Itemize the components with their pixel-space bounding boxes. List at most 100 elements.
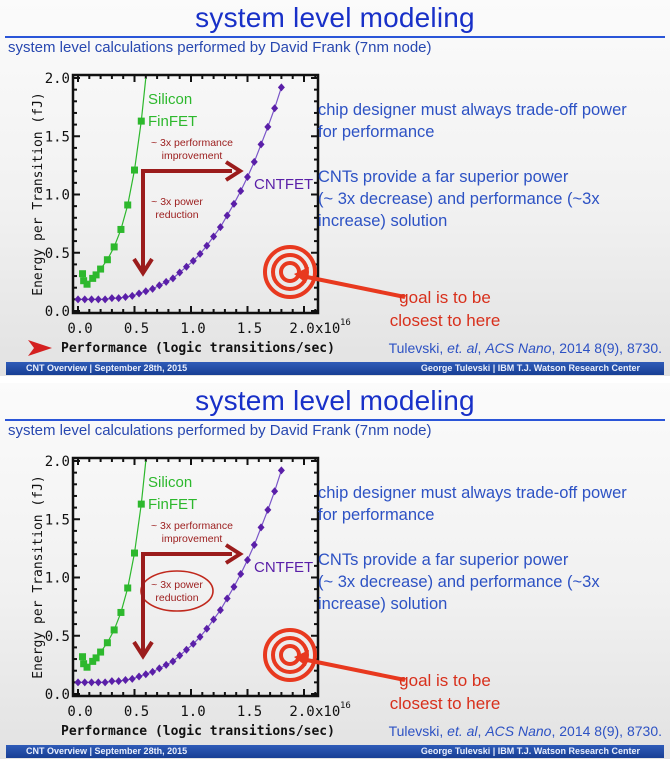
body-line: chip designer must always trade-off powe… xyxy=(318,484,627,502)
y-tick-label: 1.0 xyxy=(45,188,70,204)
cntfet-point xyxy=(182,262,190,271)
target-icon xyxy=(263,628,317,682)
y-tick-label: 0.0 xyxy=(45,687,70,703)
finfet-point xyxy=(137,500,145,508)
x-tick-label: 1.5 xyxy=(237,704,262,720)
finfet-point xyxy=(92,654,100,662)
finfet-line xyxy=(81,460,147,669)
y-axis-label: Energy per Transition (fJ) xyxy=(31,92,46,296)
x-tick-label: 1.5 xyxy=(237,321,262,337)
citation-etal: et. al xyxy=(447,723,478,739)
y-tick-label: 2.0 xyxy=(45,454,70,470)
x-axis-label: Performance (logic transitions/sec) xyxy=(61,341,335,356)
power-annotation: reduction xyxy=(155,209,198,221)
slide-subtitle: system level calculations performed by D… xyxy=(8,422,432,439)
x-tick-label: 2.0 xyxy=(289,704,314,720)
finfet-point xyxy=(92,271,100,279)
improvement-arrows xyxy=(141,169,232,272)
arrow-down-icon xyxy=(132,640,154,660)
arrow-right-icon xyxy=(224,160,244,182)
citation-authors: Tulevski, xyxy=(388,723,448,739)
cntfet-point xyxy=(237,570,245,579)
cntfet-point xyxy=(189,639,197,648)
citation-journal: ACS Nano xyxy=(485,340,552,356)
x-tick-label: 1.0 xyxy=(180,704,205,720)
perf-annotation: improvement xyxy=(162,150,223,162)
cntfet-point xyxy=(88,678,96,687)
goal-arrowhead-icon xyxy=(294,267,309,283)
goal-arrow xyxy=(301,274,406,299)
cntfet-point xyxy=(216,223,224,232)
body-line: increase) solution xyxy=(318,212,448,230)
slide: system level modeling system level calcu… xyxy=(0,0,670,376)
power-annotation: reduction xyxy=(155,592,198,604)
body-line: (~ 3x decrease) and performance (~3x xyxy=(318,190,600,208)
cntfet-point xyxy=(223,594,231,603)
cntfet-point xyxy=(101,678,109,687)
cntfet-point xyxy=(230,199,238,208)
x-tick-label: 0.5 xyxy=(124,321,149,337)
power-annotation: ~ 3x power xyxy=(151,579,203,591)
finfet-point xyxy=(117,608,125,616)
x-exponent: 16 xyxy=(340,701,351,711)
cntfet-point xyxy=(101,295,109,304)
cntfet-point xyxy=(237,187,245,196)
goal-line: closest to here xyxy=(389,311,501,330)
citation: Tulevski, et. al, ACS Nano, 2014 8(9), 8… xyxy=(389,340,662,356)
y-axis-label: Energy per Transition (fJ) xyxy=(31,475,46,679)
cntfet-point xyxy=(250,540,258,549)
cntfet-point xyxy=(169,657,177,666)
cntfet-point xyxy=(223,211,231,220)
finfet-point xyxy=(103,639,111,647)
title-divider xyxy=(5,36,665,38)
slide-subtitle: system level calculations performed by D… xyxy=(8,39,432,56)
cntfet-point xyxy=(230,582,238,591)
x-exponent: 16 xyxy=(340,318,351,328)
goal-line: closest to here xyxy=(389,694,501,713)
cntfet-point xyxy=(176,651,184,660)
cntfet-point xyxy=(108,677,116,686)
finfet-point xyxy=(137,117,145,125)
goal-caption: goal is to be closest to here xyxy=(380,286,510,332)
cntfet-point xyxy=(257,523,265,532)
slide-title: system level modeling xyxy=(195,2,475,33)
citation: Tulevski, et. al, ACS Nano, 2014 8(9), 8… xyxy=(389,723,662,739)
x-multiplier: x10 xyxy=(315,704,340,720)
finfet-point xyxy=(83,663,91,671)
cntfet-point xyxy=(244,556,251,565)
goal-arrow xyxy=(301,657,406,682)
cntfet-point xyxy=(250,157,258,166)
cntfet-point xyxy=(81,295,89,304)
arrow-down-icon xyxy=(132,257,154,277)
finfet-label: Silicon xyxy=(148,474,192,491)
finfet-point xyxy=(79,653,87,661)
body-line: (~ 3x decrease) and performance (~3x xyxy=(318,573,600,591)
cntfet-point xyxy=(162,277,170,286)
body-line: CNTs provide a far superior power xyxy=(318,168,569,186)
cntfet-point xyxy=(271,487,279,496)
goal-caption: goal is to be closest to here xyxy=(380,669,510,715)
cntfet-point xyxy=(94,678,102,687)
cntfet-label: CNTFET xyxy=(254,559,313,576)
y-tick-label: 0.5 xyxy=(45,246,70,262)
chart: 0.0 0.5 1.0 1.5 2.0 x10 160.00.51.01.52.0Energ… xyxy=(28,71,406,356)
cntfet-point xyxy=(210,615,218,624)
finfet-point xyxy=(97,265,105,273)
cntfet-point xyxy=(128,291,136,300)
cntfet-point xyxy=(216,606,224,615)
improvement-arrows xyxy=(141,552,232,655)
cntfet-point xyxy=(155,281,163,290)
goal-arrowhead-icon xyxy=(294,650,309,666)
cntfet-point xyxy=(277,466,285,475)
cntfet-point xyxy=(128,674,136,683)
cntfet-point xyxy=(257,140,265,149)
cntfet-point xyxy=(121,293,129,302)
cntfet-point xyxy=(162,660,170,669)
cntfet-point xyxy=(182,645,190,654)
finfet-label: Silicon xyxy=(148,91,192,108)
finfet-point xyxy=(124,201,132,209)
cntfet-point xyxy=(142,670,150,679)
body-line: for performance xyxy=(318,506,435,524)
x-tick-label: 0.0 xyxy=(67,321,92,337)
cntfet-point xyxy=(94,295,102,304)
